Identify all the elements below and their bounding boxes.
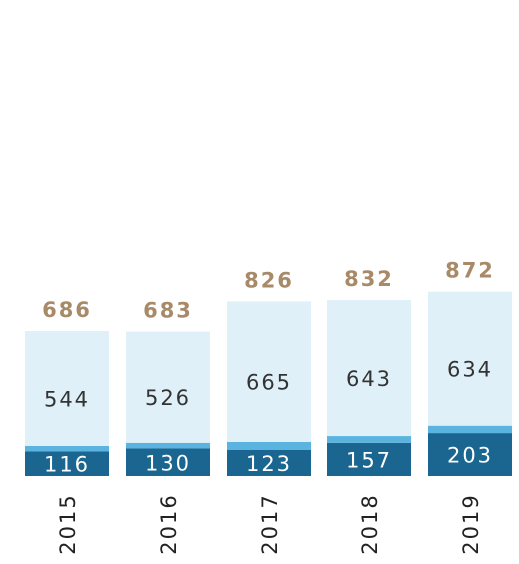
x-tick-label: 2017 <box>258 493 282 554</box>
bar-segment <box>227 301 311 442</box>
total-label: 826 <box>244 268 294 292</box>
value-label: 665 <box>246 371 292 395</box>
value-label: 634 <box>447 358 493 382</box>
value-label: 526 <box>145 386 191 410</box>
total-label: 683 <box>143 299 193 323</box>
bar-segment <box>25 451 109 476</box>
bar-segment <box>327 442 411 476</box>
bar-segment <box>428 425 512 434</box>
x-tick-label: 2016 <box>157 493 181 554</box>
total-label: 832 <box>344 267 394 291</box>
value-label: 123 <box>246 452 292 476</box>
value-label: 544 <box>44 387 90 411</box>
x-tick-label: 2019 <box>459 493 483 554</box>
bar-segment <box>227 449 311 476</box>
value-label: 130 <box>145 451 191 475</box>
bar-segment <box>126 448 210 476</box>
bar-segment <box>126 442 210 449</box>
x-tick-label: 2018 <box>358 493 382 554</box>
bar-segment <box>25 445 109 452</box>
bar-segment <box>428 291 512 426</box>
value-label: 116 <box>44 453 90 477</box>
bar-segment <box>126 331 210 443</box>
bar-segment <box>227 441 311 450</box>
total-label: 872 <box>445 259 495 283</box>
bar-segment <box>327 436 411 443</box>
value-label: 203 <box>447 444 493 468</box>
value-label: 157 <box>346 448 392 472</box>
x-tick-label: 2015 <box>56 493 80 554</box>
bar-segment <box>428 433 512 476</box>
value-label: 643 <box>346 367 392 391</box>
bar-segment <box>327 300 411 437</box>
total-label: 686 <box>42 298 92 322</box>
bar-segment <box>25 330 109 446</box>
